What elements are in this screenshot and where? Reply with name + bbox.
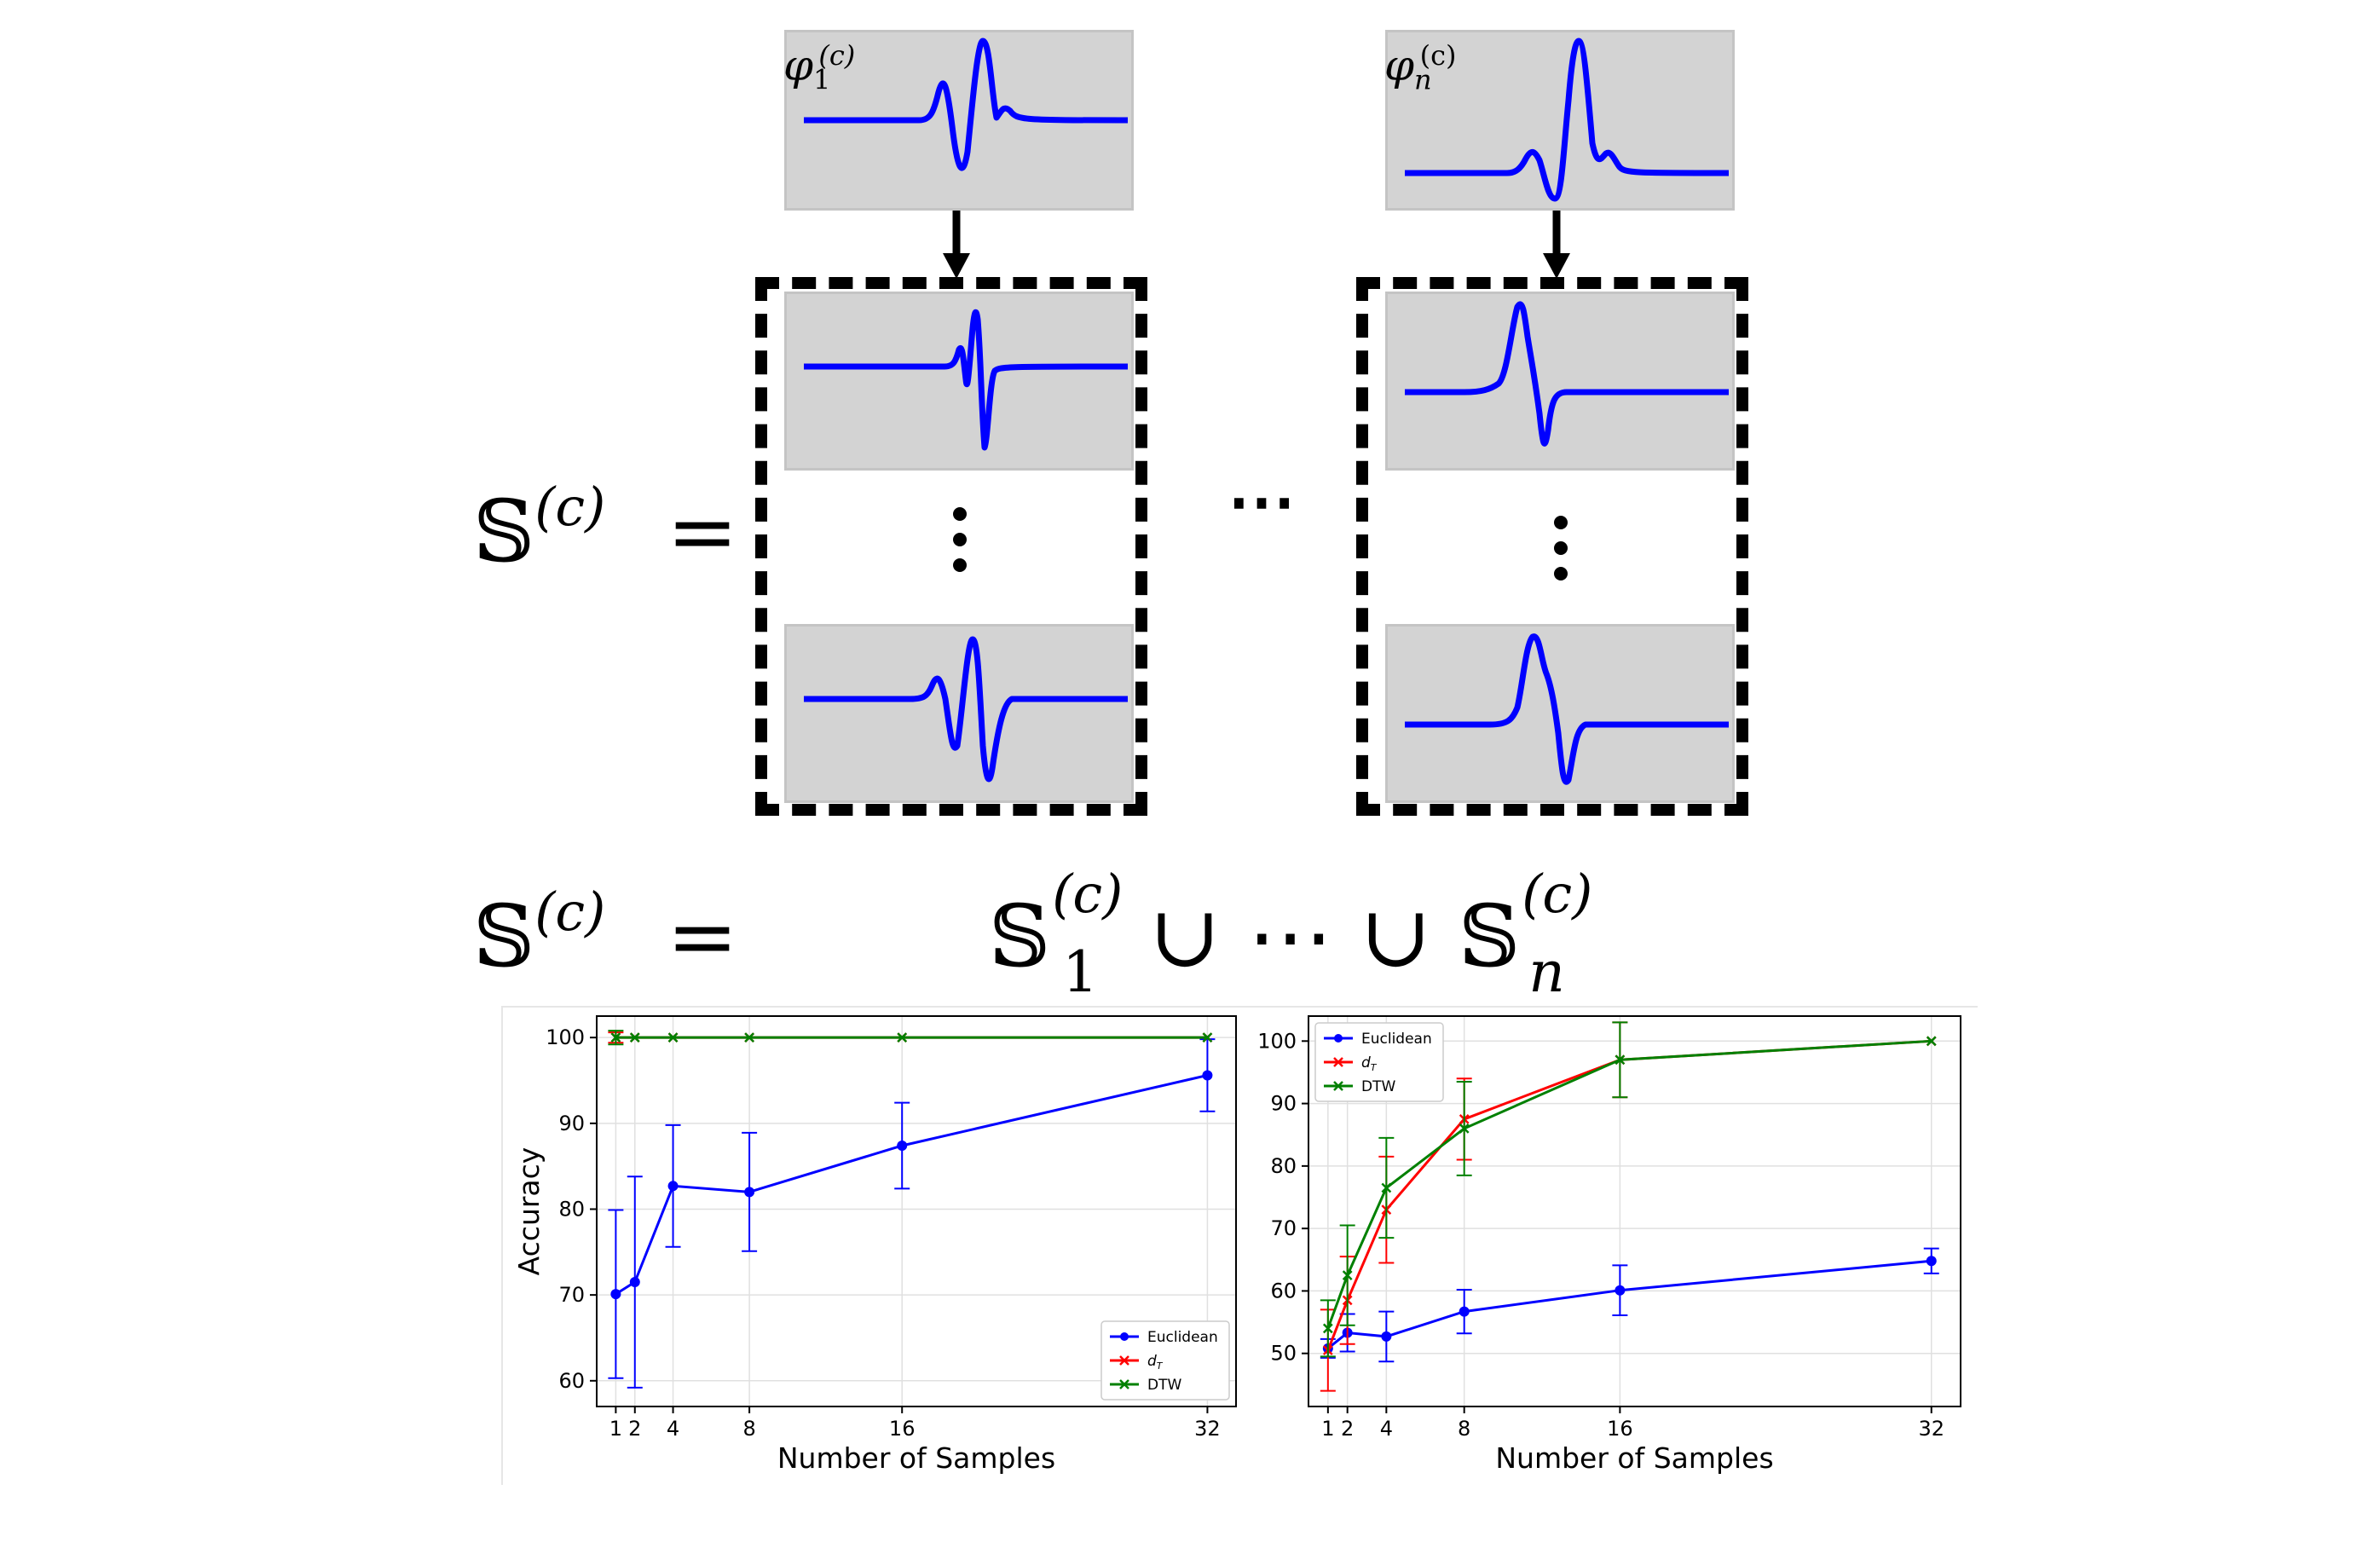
data-point [1459, 1123, 1470, 1134]
data-point [744, 1032, 754, 1043]
y-tick-label: 70 [1270, 1216, 1297, 1240]
series-line [1326, 1259, 1932, 1350]
series-euclidean [608, 1038, 1216, 1389]
vertical-ellipsis-1 [951, 507, 968, 584]
data-point [1381, 1331, 1392, 1342]
sample-panel-1-last [784, 624, 1134, 803]
series-line [1326, 1039, 1932, 1329]
y-axis-label: Accuracy [512, 1147, 546, 1276]
y-tick-label: 70 [558, 1283, 585, 1307]
prototype-panel-n: φn(c) [1384, 30, 1735, 211]
data-point [1322, 1323, 1333, 1334]
data-point [1459, 1306, 1470, 1317]
x-tick-label: 2 [628, 1417, 641, 1441]
legend-entry: Euclidean [1361, 1031, 1432, 1048]
x-tick-label: 8 [1458, 1417, 1470, 1441]
data-point [1615, 1285, 1626, 1296]
sample-signal-n-first [1405, 301, 1729, 447]
series-euclidean [1320, 1247, 1939, 1363]
data-point [1202, 1070, 1213, 1081]
sample-signal-n-last [1405, 633, 1729, 785]
legend-swatch-marker [1120, 1332, 1129, 1341]
data-point [897, 1140, 908, 1151]
y-tick-label: 100 [546, 1025, 585, 1049]
phi1-label: φ1(c) [783, 39, 856, 96]
prototype-panel-1: φ1(c) [783, 30, 1134, 211]
data-point [897, 1032, 908, 1043]
arrow-down-n [1543, 211, 1570, 279]
arrow-down-1 [943, 211, 970, 279]
plot-frame [1308, 1015, 1961, 1407]
legend-frame [1314, 1022, 1444, 1102]
legend-swatch-marker [1333, 1057, 1343, 1067]
sample-set-box-1 [755, 277, 1147, 816]
equation-set-definition: 𝕊(c) = [473, 475, 738, 581]
prototype-signal-1 [804, 38, 1129, 171]
vertical-ellipsis-n [1552, 516, 1569, 592]
y-tick-label: 60 [1270, 1279, 1297, 1303]
y-tick-label: 90 [1270, 1092, 1297, 1116]
x-tick-label: 32 [1918, 1417, 1944, 1441]
column-ellipsis: ⋯ [1228, 460, 1299, 540]
data-point [1926, 1256, 1937, 1267]
legend-swatch-marker [1334, 1034, 1343, 1043]
y-tick-label: 50 [1270, 1342, 1297, 1366]
plot-frame [596, 1015, 1237, 1407]
y-tick-label: 80 [558, 1197, 585, 1221]
data-point [1381, 1182, 1392, 1193]
x-tick-label: 2 [1341, 1417, 1354, 1441]
sample-panel-n-last [1385, 624, 1735, 803]
x-tick-label: 8 [742, 1417, 755, 1441]
legend-swatch-marker [1333, 1081, 1343, 1091]
data-point [629, 1277, 640, 1288]
x-tick-label: 1 [1321, 1417, 1334, 1441]
x-tick-label: 4 [667, 1417, 679, 1441]
chart-1: 60 70 80 90 100 1 2 4 8 16 32 Number of Samples Accu… [512, 1015, 1237, 1475]
legend-entry: DTW [1361, 1078, 1395, 1095]
series-dtw [1320, 1021, 1937, 1358]
legend-swatch-marker [1119, 1355, 1129, 1366]
data-point [667, 1032, 679, 1043]
x-axis-label: Number of Samples [1495, 1441, 1773, 1475]
x-tick-label: 1 [609, 1417, 622, 1441]
chart-2: 50 60 70 80 90 100 1 2 4 8 16 32 Number of Samples Eu… [1257, 1015, 1961, 1475]
legend-frame [1100, 1320, 1230, 1401]
y-tick-label: 80 [1270, 1154, 1297, 1178]
data-point [610, 1289, 621, 1300]
series-line [615, 1073, 1208, 1296]
x-tick-label: 16 [1607, 1417, 1633, 1441]
series-dtw [608, 1030, 1213, 1046]
prototype-signal-n [1405, 38, 1730, 202]
x-tick-label: 32 [1194, 1417, 1221, 1441]
sample-panel-1-first [784, 292, 1134, 471]
sample-signal-1-last [804, 636, 1128, 783]
data-point [629, 1032, 640, 1043]
x-tick-label: 4 [1380, 1417, 1393, 1441]
data-point [744, 1187, 755, 1198]
data-point [610, 1032, 621, 1043]
equation-set-union-lhs: 𝕊(c) = [473, 880, 738, 986]
phin-label: φn(c) [1384, 39, 1457, 96]
x-tick-label: 16 [889, 1417, 916, 1441]
data-point [1615, 1054, 1626, 1066]
equation-set-union-rhs: 𝕊 (c) 1 ∪ ⋯ ∪ 𝕊 (c) n [989, 863, 1593, 1005]
legend-swatch-marker [1119, 1379, 1129, 1389]
legend-entry: Euclidean [1147, 1329, 1218, 1346]
y-tick-label: 100 [1257, 1029, 1297, 1053]
sample-set-box-n [1356, 277, 1748, 816]
y-tick-label: 90 [558, 1112, 585, 1135]
data-point [1202, 1032, 1213, 1043]
x-axis-label: Number of Samples [777, 1441, 1055, 1475]
data-point [667, 1181, 679, 1192]
legend-entry: DTW [1147, 1377, 1181, 1394]
y-tick-label: 60 [558, 1369, 585, 1393]
data-point [1342, 1270, 1353, 1280]
sample-panel-n-first [1385, 292, 1735, 471]
sample-signal-1-first [804, 309, 1129, 451]
data-point [1926, 1036, 1937, 1047]
charts-area: 60 70 80 90 100 1 2 4 8 16 32 Number of Samples Accu… [501, 1006, 1978, 1485]
